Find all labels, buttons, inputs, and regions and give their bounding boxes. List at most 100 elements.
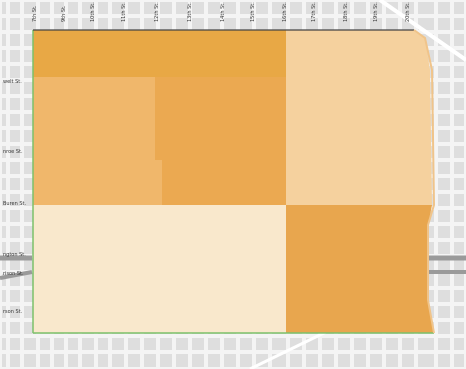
city-block <box>438 354 450 367</box>
city-block <box>10 322 20 334</box>
city-block <box>306 354 318 367</box>
city-block <box>438 194 450 206</box>
city-block <box>402 338 414 350</box>
street-label-16th: 16th St. <box>282 2 288 22</box>
street-label-washington: ngton St. <box>3 252 26 258</box>
street-label-12th: 12th St. <box>154 2 160 22</box>
city-block <box>2 50 6 62</box>
city-block <box>438 226 450 238</box>
city-block <box>338 338 350 350</box>
city-block <box>208 2 220 14</box>
city-block <box>454 194 464 206</box>
street-label-10th: 10th St. <box>90 2 96 22</box>
city-block <box>438 338 450 350</box>
city-block <box>208 338 220 350</box>
street-label-9th: 9th St. <box>61 5 67 22</box>
city-block <box>454 66 464 78</box>
city-block <box>10 34 20 46</box>
city-block <box>40 354 50 367</box>
city-block <box>438 50 450 62</box>
city-block <box>454 34 464 46</box>
city-block <box>160 2 172 14</box>
city-block <box>68 338 78 350</box>
city-block <box>418 338 434 350</box>
city-block <box>82 354 94 367</box>
city-block <box>354 354 366 367</box>
city-block <box>10 210 20 222</box>
street-label-harrison: rison St. <box>3 271 24 277</box>
city-block <box>144 338 156 350</box>
city-block <box>10 2 20 14</box>
street-label-18th: 18th St. <box>343 2 349 22</box>
city-block <box>454 162 464 174</box>
city-block <box>2 226 6 238</box>
city-block <box>144 354 156 367</box>
region-north[interactable] <box>33 30 286 77</box>
city-block <box>2 18 6 30</box>
city-block <box>438 306 450 318</box>
city-block <box>10 290 20 302</box>
city-block <box>438 274 450 286</box>
city-block <box>454 98 464 110</box>
city-block <box>256 338 268 350</box>
city-block <box>192 2 204 14</box>
city-block <box>192 18 204 30</box>
city-block <box>176 338 188 350</box>
city-block <box>2 114 6 126</box>
street-label-roosevelt: welt St. <box>3 79 22 85</box>
city-block <box>40 338 50 350</box>
city-block <box>454 306 464 318</box>
city-block <box>208 354 220 367</box>
region-center[interactable] <box>155 77 286 205</box>
city-block <box>354 2 366 14</box>
region-northeast[interactable] <box>286 30 432 205</box>
city-block <box>224 354 236 367</box>
street-label-20th: 20th St. <box>405 2 411 22</box>
city-block <box>272 338 286 350</box>
city-block <box>454 338 464 350</box>
city-block <box>2 66 6 78</box>
city-block <box>10 178 20 190</box>
city-block <box>370 338 382 350</box>
city-block <box>454 354 464 367</box>
city-block <box>438 162 450 174</box>
city-block <box>2 338 6 350</box>
street-label-7th: 7th St. <box>32 5 38 22</box>
city-block <box>438 322 450 334</box>
city-block <box>402 354 414 367</box>
city-block <box>160 354 172 367</box>
city-block <box>2 290 6 302</box>
street-label-11th: 11th St. <box>121 2 127 22</box>
city-block <box>54 338 64 350</box>
city-block <box>208 18 220 30</box>
city-block <box>386 354 398 367</box>
city-block <box>438 18 450 30</box>
city-block <box>10 354 20 367</box>
city-block <box>354 338 366 350</box>
region-southwest[interactable] <box>33 205 286 333</box>
city-block <box>454 178 464 190</box>
city-block <box>438 2 450 14</box>
city-block <box>98 354 108 367</box>
region-southeast[interactable] <box>286 205 434 333</box>
city-block <box>10 338 20 350</box>
city-block <box>338 354 350 367</box>
city-block <box>322 2 334 14</box>
city-block <box>10 66 20 78</box>
city-block <box>354 18 366 30</box>
city-block <box>418 354 434 367</box>
city-block <box>98 338 108 350</box>
city-block <box>454 242 464 254</box>
city-block <box>10 114 20 126</box>
region-west-middle[interactable] <box>33 77 162 205</box>
city-block <box>68 18 78 30</box>
street-label-19th: 19th St. <box>373 2 379 22</box>
city-block <box>24 338 36 350</box>
city-block <box>128 354 140 367</box>
city-block <box>2 162 6 174</box>
city-block <box>2 210 6 222</box>
city-block <box>370 354 382 367</box>
city-block <box>112 338 124 350</box>
street-label-17th: 17th St. <box>311 2 317 22</box>
city-block <box>176 354 188 367</box>
